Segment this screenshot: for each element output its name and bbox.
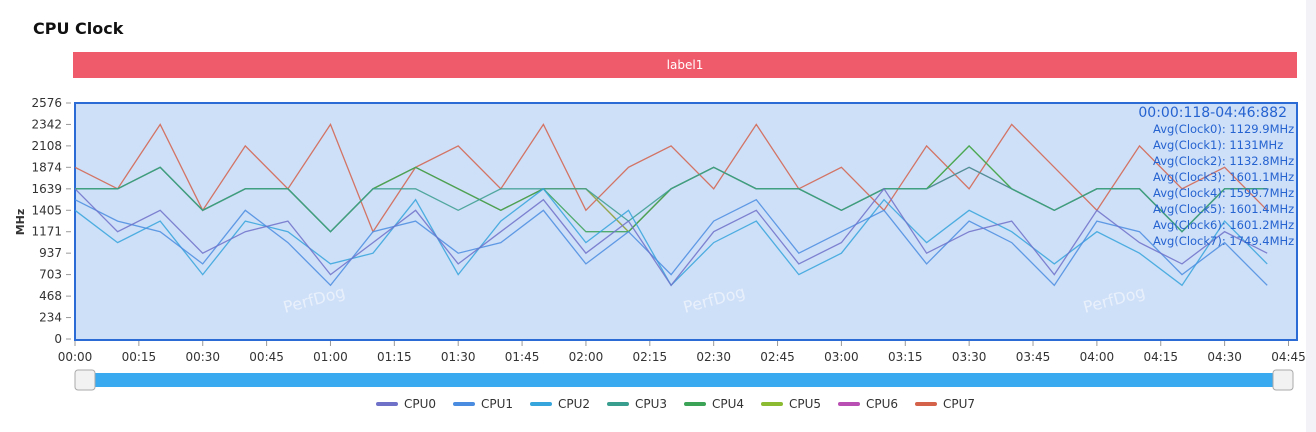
x-tick-label: 02:00 (569, 350, 604, 364)
x-tick-label: 03:15 (888, 350, 923, 364)
x-tick-label: 00:45 (249, 350, 284, 364)
x-tick-label: 00:00 (58, 350, 93, 364)
legend-label[interactable]: CPU3 (635, 397, 667, 411)
y-tick-label: 1639 (31, 182, 62, 196)
series-line (74, 198, 1268, 287)
legend-label[interactable]: CPU1 (481, 397, 513, 411)
x-tick-label: 02:45 (760, 350, 795, 364)
plot-area (74, 102, 1298, 341)
average-annotation: Avg(Clock4): 1599.7MHz (1153, 186, 1294, 200)
legend-label[interactable]: CPU0 (404, 397, 436, 411)
y-tick-label: 1874 (31, 160, 62, 174)
x-tick-label: 03:45 (1016, 350, 1051, 364)
x-tick-label: 04:00 (1080, 350, 1115, 364)
label-band (73, 52, 1297, 78)
legend-label[interactable]: CPU2 (558, 397, 590, 411)
average-annotation: Avg(Clock2): 1132.8MHz (1153, 154, 1294, 168)
y-tick-label: 2108 (31, 139, 62, 153)
x-tick-label: 04:15 (1143, 350, 1178, 364)
y-tick-label: 234 (39, 311, 62, 325)
chart-title: CPU Clock (33, 19, 124, 38)
x-tick-label: 04:30 (1207, 350, 1242, 364)
series-line (74, 187, 1268, 287)
average-annotation: Avg(Clock3): 1601.1MHz (1153, 170, 1294, 184)
x-tick-label: 00:30 (185, 350, 220, 364)
y-tick-label: 703 (39, 268, 62, 282)
x-tick-label: 01:30 (441, 350, 476, 364)
slider-handle-right[interactable] (1272, 369, 1294, 391)
y-tick-label: 0 (54, 332, 62, 346)
x-tick-label: 03:30 (952, 350, 987, 364)
x-tick-label: 01:00 (313, 350, 348, 364)
average-annotation: Avg(Clock1): 1131MHz (1153, 138, 1283, 152)
y-tick-label: 1405 (31, 203, 62, 217)
y-tick-label: 2342 (31, 117, 62, 131)
x-tick-label: 04:45 (1271, 350, 1306, 364)
y-tick-label: 1171 (31, 225, 62, 239)
x-tick-label: 01:15 (377, 350, 412, 364)
zoom-slider[interactable] (75, 373, 1285, 387)
series-line (74, 123, 1268, 234)
y-tick-label: 468 (39, 289, 62, 303)
legend-label[interactable]: CPU5 (789, 397, 821, 411)
series-line (75, 166, 1268, 233)
x-tick-label: 03:00 (824, 350, 859, 364)
series-lines (74, 123, 1268, 287)
label-band-text: label1 (667, 58, 704, 72)
x-tick-label: 02:30 (696, 350, 731, 364)
legend-label[interactable]: CPU6 (866, 397, 898, 411)
time-range: 00:00:118-04:46:882 (1138, 105, 1287, 121)
x-tick-label: 00:15 (122, 350, 157, 364)
average-annotation: Avg(Clock5): 1601.4MHz (1153, 202, 1294, 216)
legend-label[interactable]: CPU7 (943, 397, 975, 411)
y-tick-label: 2576 (31, 96, 62, 110)
scroll-gutter (1306, 0, 1316, 432)
y-axis-label: MHz (14, 209, 27, 236)
slider-handle-left[interactable] (74, 369, 96, 391)
average-annotation: Avg(Clock7): 1749.4MHz (1153, 234, 1294, 248)
average-annotation: Avg(Clock6): 1601.2MHz (1153, 218, 1294, 232)
x-tick-label: 01:45 (505, 350, 540, 364)
x-tick-label: 02:15 (633, 350, 668, 364)
legend-label[interactable]: CPU4 (712, 397, 744, 411)
average-annotation: Avg(Clock0): 1129.9MHz (1153, 122, 1294, 136)
y-tick-label: 937 (39, 246, 62, 260)
